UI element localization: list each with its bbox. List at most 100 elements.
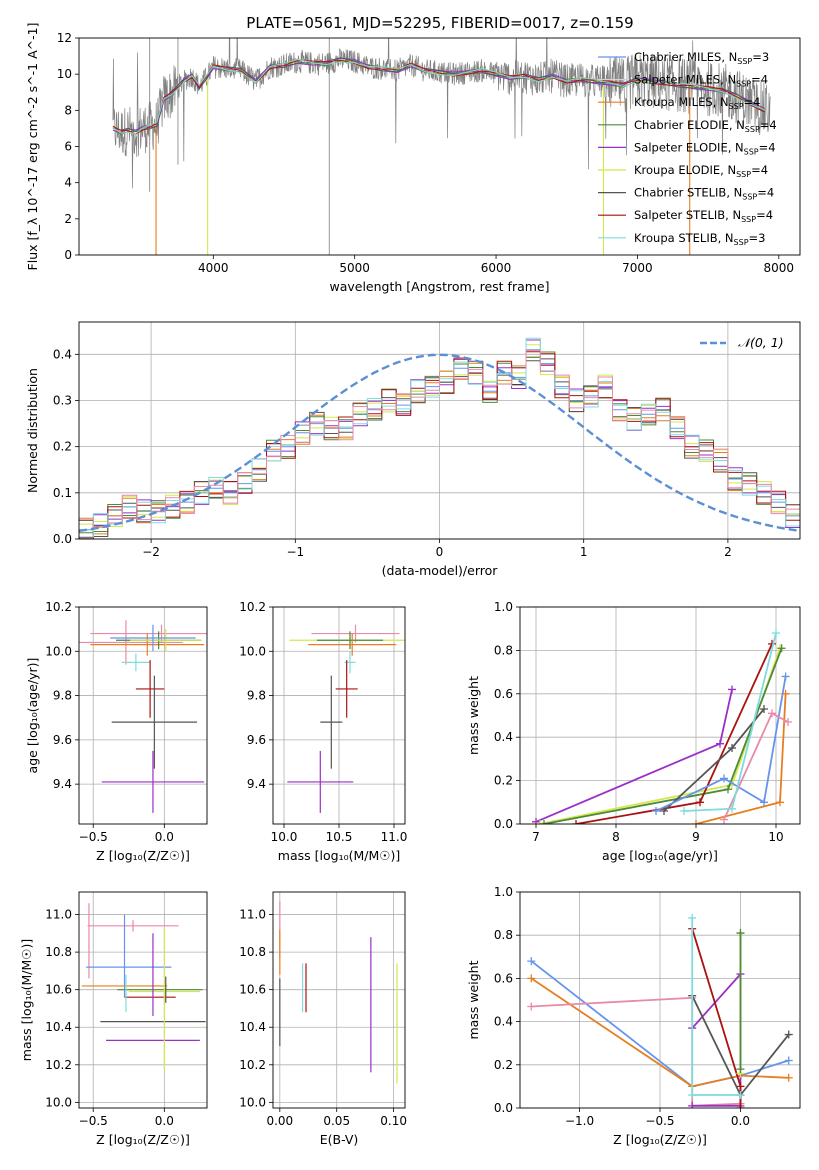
weight-marker <box>572 820 580 824</box>
weight-marker <box>772 629 780 638</box>
legend-subscript: SSP <box>734 238 749 247</box>
x-axis-label: Z [log₁₀(Z/Z☉)] <box>613 1132 707 1147</box>
weight_vs_Z-panel: −1.0 −0.5 0.0 0.0 0.2 0.4 0.6 0.8 1.0 Z [log₁₀(Z/… <box>466 885 801 1147</box>
y-tick-label: 10 <box>57 67 72 81</box>
weight-marker <box>536 820 544 824</box>
legend-subscript: SSP <box>736 80 751 89</box>
weight-line <box>543 647 783 824</box>
y-axis-label: mass weight <box>466 676 481 755</box>
weight-marker <box>527 957 536 966</box>
y-tick-label: 0.8 <box>494 643 513 657</box>
x-tick-label: 0.05 <box>323 1114 350 1128</box>
x-tick-label: −1.0 <box>565 1114 594 1128</box>
legend-label: Kroupa STELIB, NSSP=3 <box>634 231 765 247</box>
y-tick-label: 10.8 <box>239 945 266 959</box>
weight-marker <box>728 804 736 813</box>
y-tick-label: 10.2 <box>45 1058 72 1072</box>
weight-line <box>530 977 789 1088</box>
weight-marker <box>736 929 745 938</box>
y-tick-label: 0.3 <box>53 393 72 407</box>
y-tick-label: 0.2 <box>53 440 72 454</box>
y-tick-label: 4 <box>64 176 72 190</box>
weight-marker <box>776 798 784 807</box>
weight-marker <box>768 709 776 718</box>
weight-line <box>539 647 781 824</box>
age_vs_mass-panel: 10.0 10.5 11.0 9.4 9.6 9.8 10.0 10.2 mass [log₁₀… <box>239 600 408 863</box>
x-axis-label: Z [log₁₀(Z/Z☉)] <box>96 1132 190 1147</box>
weight-marker <box>716 739 724 748</box>
x-axis-label: E(B-V) <box>320 1132 359 1147</box>
y-tick-label: 8 <box>64 103 72 117</box>
normal-curve <box>79 353 800 533</box>
legend-label: Chabrier MILES, NSSP=3 <box>634 50 769 66</box>
x-tick-label: 11.0 <box>381 830 408 844</box>
weight-marker <box>532 817 540 824</box>
model-curve <box>112 59 765 134</box>
weight-line <box>655 676 787 812</box>
spectrum-legend: Chabrier MILES, NSSP=3 Salpeter MILES, NS… <box>598 50 777 247</box>
weight-marker <box>736 1091 745 1100</box>
y-tick-label: 10.2 <box>239 1058 266 1072</box>
x-tick-label: −2 <box>142 545 160 559</box>
x-axis-label: mass [log₁₀(M/M☉)] <box>278 848 400 863</box>
legend-tail: =4 <box>751 73 768 87</box>
residual-histogram <box>79 350 800 528</box>
x-tick-label: −0.5 <box>79 830 108 844</box>
y-tick-label: 0.1 <box>53 486 72 500</box>
x-tick-label: −0.5 <box>79 1114 108 1128</box>
y-tick-label: 10.6 <box>45 983 72 997</box>
legend-tail: =4 <box>760 118 777 132</box>
age_vs_Z-panel: −0.5 0.0 9.4 9.6 9.8 10.0 10.2 Z [log₁₀(Z/Z☉)] a… <box>25 600 208 863</box>
legend-subscript: SSP <box>745 125 760 134</box>
weight-marker <box>680 806 688 815</box>
axes-frame <box>78 606 208 825</box>
weight-marker <box>777 644 786 653</box>
spectrum-plot <box>112 38 771 255</box>
y-tick-label: 0.2 <box>494 774 513 788</box>
legend-label: Kroupa ELODIE, NSSP=4 <box>634 163 768 179</box>
y-tick-label: 0.8 <box>494 928 513 942</box>
y-tick-label: 0.6 <box>494 687 513 701</box>
legend-subscript: SSP <box>729 102 744 111</box>
axes-frame <box>519 891 801 1109</box>
axes-frame <box>519 606 801 825</box>
weight-marker <box>696 798 704 807</box>
y-tick-label: 1.0 <box>494 885 513 899</box>
x-tick-label: 0.0 <box>155 1114 174 1128</box>
y-tick-label: 10.4 <box>45 1020 72 1034</box>
y-tick-label: 10.8 <box>45 945 72 959</box>
y-tick-label: 9.6 <box>247 733 266 747</box>
y-tick-label: 9.4 <box>247 777 266 791</box>
y-axis-label: mass weight <box>466 960 481 1039</box>
weight-marker <box>688 1091 697 1100</box>
y-tick-label: 10.0 <box>239 1095 266 1109</box>
weight-marker <box>781 672 790 681</box>
weight-marker <box>652 806 660 815</box>
weight-marker <box>736 1082 745 1091</box>
weight-marker <box>760 704 768 713</box>
x-tick-label: 0 <box>436 545 444 559</box>
legend-label: Salpeter ELODIE, NSSP=4 <box>634 140 776 156</box>
x-tick-label: 9 <box>692 830 700 844</box>
mass_vs_ebv-panel: 0.00 0.05 0.10 10.0 10.2 10.4 10.6 10.8 11.0 E(B-… <box>239 891 407 1147</box>
weight_vs_Z-plot <box>527 913 793 1108</box>
weight-marker <box>784 1056 793 1065</box>
y-tick-label: 9.8 <box>247 689 266 703</box>
mass_vs_ebv-plot <box>279 901 398 1084</box>
weight-marker <box>784 718 792 727</box>
y-axis-label: age [log₁₀(age/yr)] <box>25 658 40 774</box>
weight-marker <box>781 689 790 698</box>
legend-subscript: SSP <box>744 147 759 156</box>
y-tick-label: 0.0 <box>53 532 72 546</box>
legend-subscript: SSP <box>737 57 752 66</box>
x-tick-label: 1 <box>580 545 588 559</box>
plot-layer: 4000 5000 6000 7000 8000024681012wavelength … <box>19 23 801 1147</box>
model-curve <box>112 59 765 135</box>
x-axis-label: wavelength [Angstrom, rest frame] <box>329 279 549 294</box>
legend-tail: =4 <box>756 208 773 222</box>
age_vs_Z-plot <box>79 620 207 813</box>
legend-label: Chabrier ELODIE, NSSP=4 <box>634 118 777 134</box>
model-curve <box>112 57 765 132</box>
axes-frame <box>78 321 801 540</box>
y-tick-label: 0 <box>64 248 72 262</box>
